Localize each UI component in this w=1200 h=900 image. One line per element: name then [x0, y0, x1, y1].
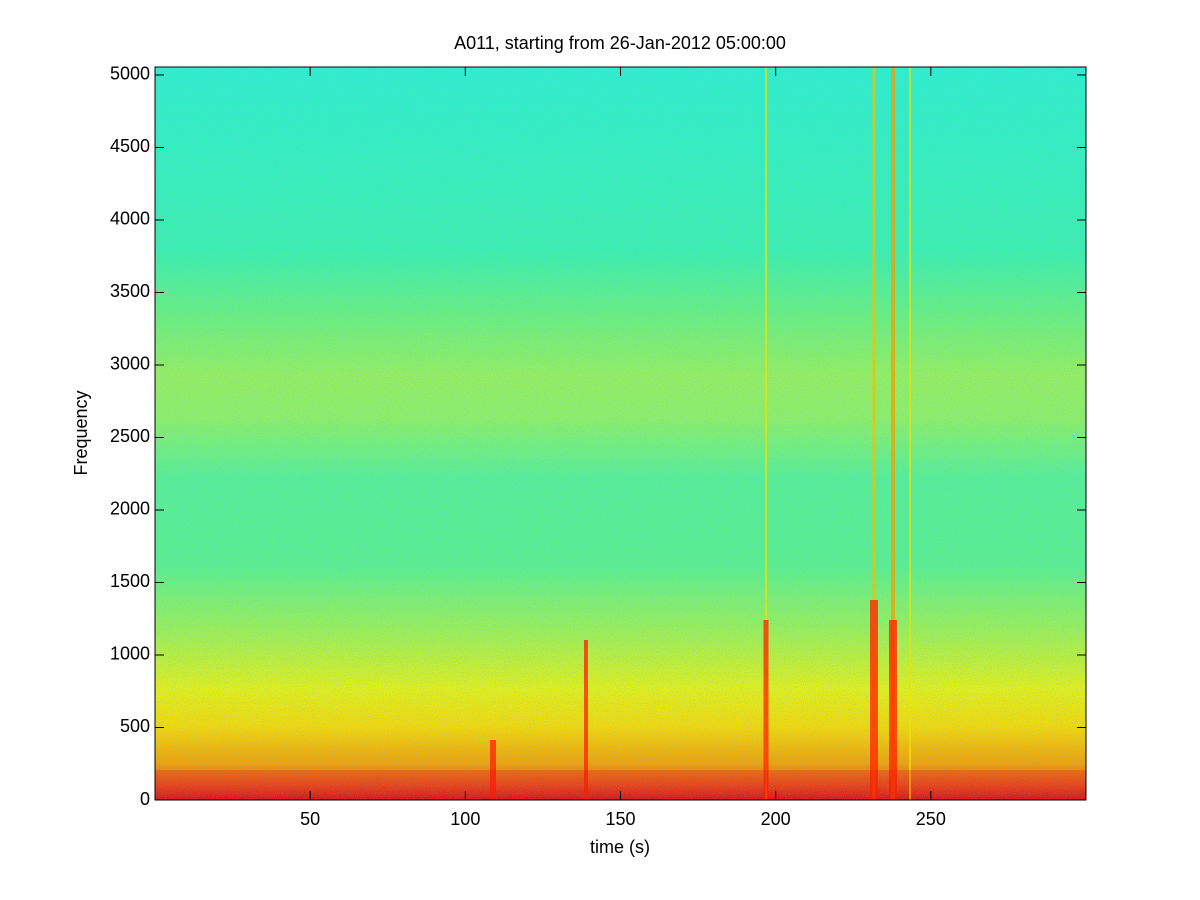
- x-tick-label: 150: [605, 809, 635, 829]
- y-tick-label: 500: [120, 716, 150, 736]
- chart-title: A011, starting from 26-Jan-2012 05:00:00: [454, 33, 786, 53]
- x-tick-label: 50: [300, 809, 320, 829]
- x-axis-label: time (s): [590, 837, 650, 857]
- y-tick-label: 3000: [110, 354, 150, 374]
- y-axis-label: Frequency: [71, 390, 91, 475]
- y-tick-label: 1500: [110, 571, 150, 591]
- y-tick-label: 4500: [110, 136, 150, 156]
- y-tick-label: 1000: [110, 644, 150, 664]
- x-tick-label: 100: [450, 809, 480, 829]
- y-tick-label: 2000: [110, 499, 150, 519]
- spectrogram-image: [155, 67, 1086, 800]
- y-tick-label: 5000: [110, 64, 150, 84]
- y-tick-label: 0: [140, 789, 150, 809]
- x-tick-label: 250: [916, 809, 946, 829]
- y-tick-label: 2500: [110, 426, 150, 446]
- y-tick-label: 4000: [110, 209, 150, 229]
- y-tick-label: 3500: [110, 281, 150, 301]
- x-tick-label: 200: [761, 809, 791, 829]
